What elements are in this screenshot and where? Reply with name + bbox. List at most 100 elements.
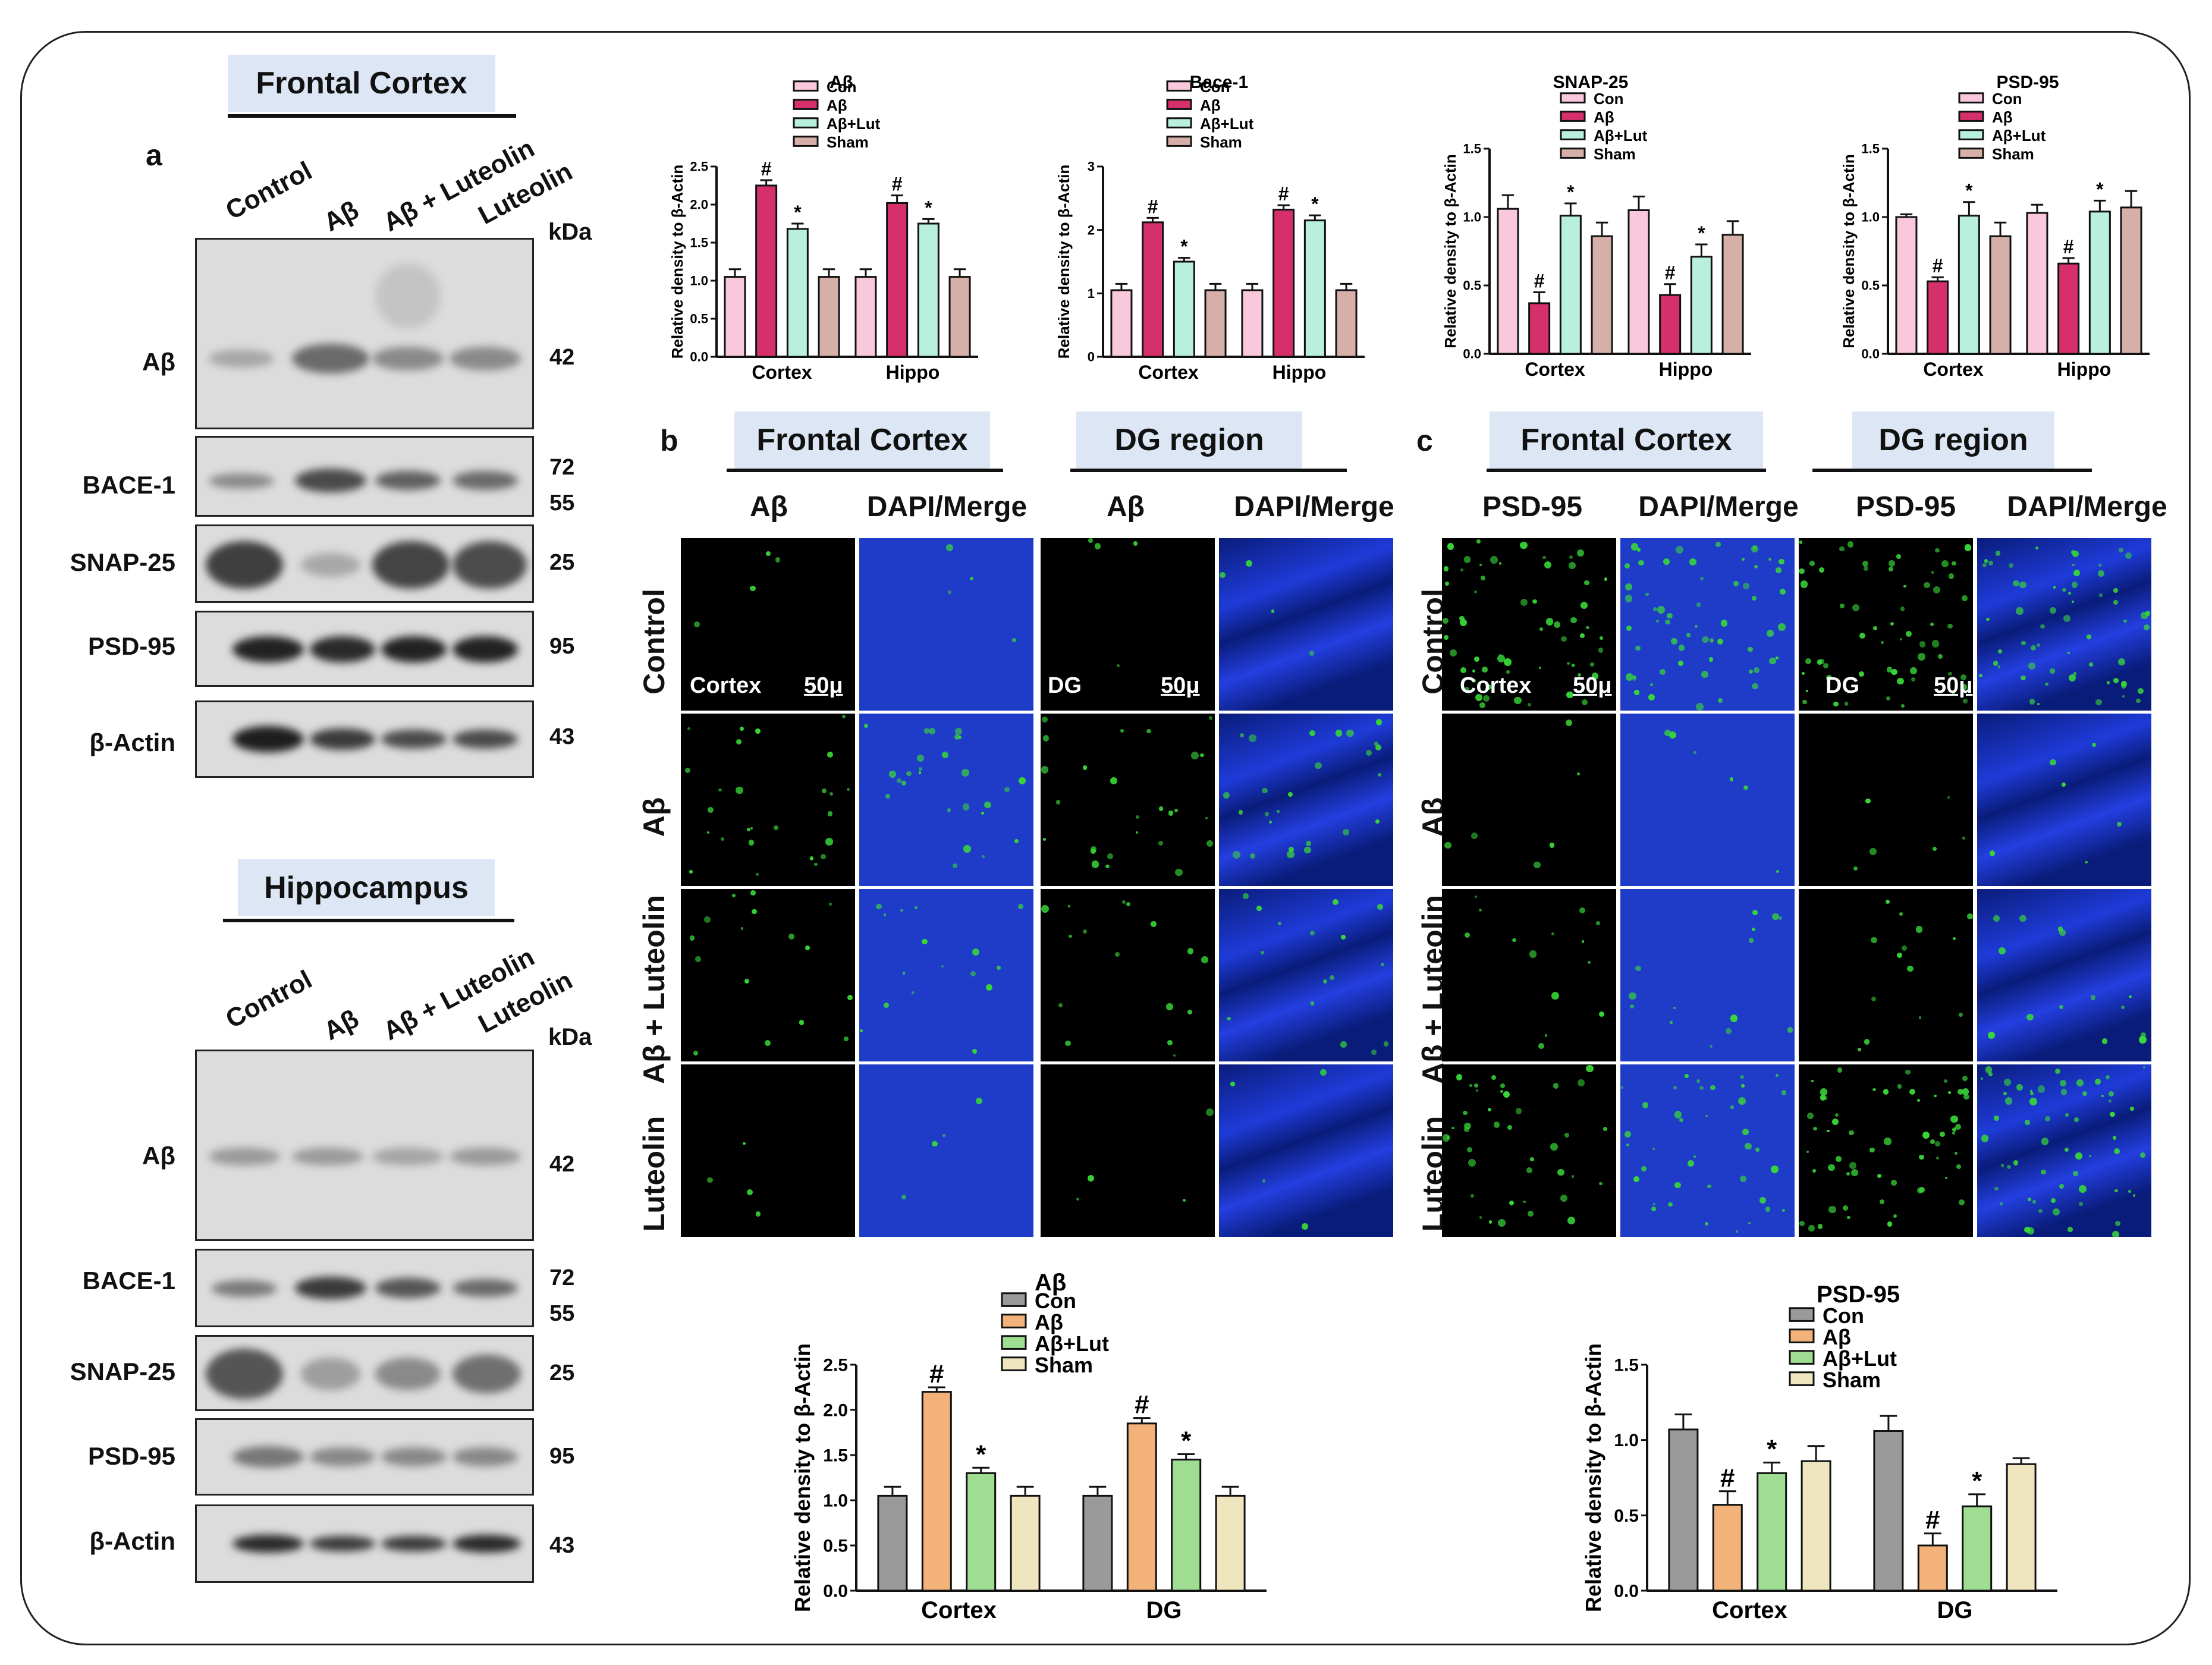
bar — [1917, 1544, 1948, 1592]
significance-mark: # — [1933, 255, 1943, 277]
bar — [1690, 256, 1713, 355]
blot-frontal-snap25 — [195, 524, 534, 603]
micrograph-tile — [1799, 538, 1973, 711]
legend-swatch — [1560, 147, 1586, 159]
mw-abeta: 42 — [549, 345, 575, 370]
category-label: DG — [1937, 1597, 1973, 1623]
y-tick-label: 3 — [1088, 159, 1095, 174]
bar — [1126, 1422, 1157, 1592]
panel-c-col-merge-cortex: DAPI/Merge — [1638, 491, 1799, 523]
legend-swatch — [1789, 1371, 1815, 1386]
bar — [724, 276, 746, 358]
legend-swatch — [1166, 80, 1192, 92]
panel-b-dg-tag: DG — [1048, 673, 1082, 698]
legend-label: Con — [1035, 1289, 1076, 1313]
y-tick-label: 1.5 — [823, 1446, 848, 1466]
legend-swatch — [793, 80, 819, 92]
panel-b-scale-dg: 50μ — [1161, 673, 1200, 698]
bar — [1082, 1494, 1113, 1592]
legend-label: Sham — [1594, 145, 1636, 163]
bar — [2006, 1463, 2037, 1592]
figure-frame — [20, 31, 2191, 1645]
category-label: Hippo — [886, 362, 940, 383]
mw-abeta-hippo: 42 — [549, 1152, 575, 1177]
panel-a-letter: a — [146, 139, 162, 172]
y-tick-label: 0.5 — [1463, 278, 1481, 293]
micrograph-tile — [1219, 538, 1393, 711]
micrograph-tile — [1620, 538, 1795, 711]
micrograph-tile — [1041, 714, 1215, 886]
blot-hippo-bactin — [195, 1504, 534, 1583]
significance-mark: * — [1965, 180, 1973, 202]
legend-label: Aβ+Lut — [1200, 115, 1254, 133]
significance-mark: # — [1925, 1506, 1940, 1535]
y-tick-label: 0.0 — [823, 1582, 848, 1601]
y-axis-label: Relative density to β-Actin — [1055, 165, 1073, 359]
blot-label-psd95: PSD-95 — [87, 632, 175, 660]
blot-label-psd95-hippo: PSD-95 — [87, 1442, 175, 1470]
bar — [1142, 221, 1164, 358]
significance-mark: # — [1665, 262, 1676, 284]
bar — [786, 228, 809, 358]
blot-hippo-bace1 — [195, 1249, 534, 1327]
y-axis-label: Relative density to β-Actin — [1581, 1343, 1605, 1612]
blot-label-snap25: SNAP-25 — [70, 548, 175, 576]
micrograph-tile — [1219, 889, 1393, 1061]
bar — [1721, 234, 1744, 355]
bar — [2120, 206, 2142, 355]
y-tick-label: 2.0 — [690, 197, 708, 212]
legend-label: Aβ+Lut — [827, 115, 881, 133]
blot-label-bace1: BACE-1 — [82, 471, 175, 499]
significance-mark: # — [2063, 236, 2074, 257]
chart-title: Bace-1 — [1190, 73, 1248, 92]
panel-c-col-merge-dg: DAPI/Merge — [2007, 491, 2167, 523]
significance-mark: * — [976, 1440, 986, 1469]
legend-swatch — [793, 117, 819, 128]
mw-bace1-high: 72 — [549, 455, 575, 480]
y-tick-label: 0.0 — [1614, 1582, 1639, 1601]
legend-swatch — [1789, 1307, 1815, 1322]
significance-mark: # — [892, 174, 903, 195]
panel-b-row-abeta-luteolin: Aβ + Luteolin — [637, 894, 671, 1085]
kda-label-hippo: kDa — [548, 1024, 592, 1050]
bar — [854, 276, 877, 358]
significance-mark: * — [1567, 181, 1575, 203]
legend-swatch — [1166, 117, 1192, 128]
y-axis-label: Relative density to β-Actin — [1840, 154, 1858, 348]
category-label: Cortex — [1923, 359, 1984, 380]
legend-label: Con — [1992, 90, 2022, 108]
legend-swatch — [1789, 1350, 1815, 1365]
legend-label: Sham — [1823, 1368, 1881, 1392]
bar — [886, 202, 909, 358]
legend-label: Aβ+Lut — [1823, 1346, 1897, 1371]
mw-bace1-high-hippo: 72 — [549, 1265, 575, 1290]
chart-abeta-if: AβConAβAβ+LutSham0.00.51.01.52.02.5Relat… — [790, 1270, 1267, 1623]
chart-abeta-wb: AβConAβAβ+LutSham0.00.51.01.52.02.5Relat… — [668, 73, 978, 383]
y-tick-label: 0.0 — [1861, 347, 1880, 362]
legend-label: Aβ — [1200, 96, 1221, 114]
y-tick-label: 1.0 — [823, 1491, 848, 1511]
micrograph-tile — [1620, 1064, 1795, 1237]
chart-title: PSD-95 — [1817, 1281, 1900, 1308]
y-tick-label: 1.5 — [690, 235, 708, 250]
bar — [877, 1494, 908, 1592]
significance-mark: # — [1720, 1463, 1735, 1493]
blot-hippo-abeta — [195, 1050, 534, 1241]
micrograph-tile — [1799, 889, 1973, 1061]
legend-swatch — [1958, 92, 1984, 103]
micrograph-tile — [859, 714, 1033, 886]
bar — [1591, 235, 1613, 355]
legend-swatch — [1958, 111, 1984, 122]
panel-b-row-luteolin: Luteolin — [637, 1116, 671, 1232]
significance-mark: * — [2096, 178, 2104, 200]
legend-swatch — [1166, 99, 1192, 110]
legend-label: Con — [827, 78, 857, 96]
category-label: Cortex — [921, 1597, 997, 1623]
panel-b-dg-underline — [1070, 469, 1347, 472]
bar — [1171, 1459, 1202, 1592]
micrograph-tile — [1799, 1064, 1973, 1237]
y-tick-label: 1.0 — [1614, 1431, 1639, 1450]
micrograph-tile — [1799, 714, 1973, 886]
legend-label: Sham — [1992, 145, 2034, 163]
